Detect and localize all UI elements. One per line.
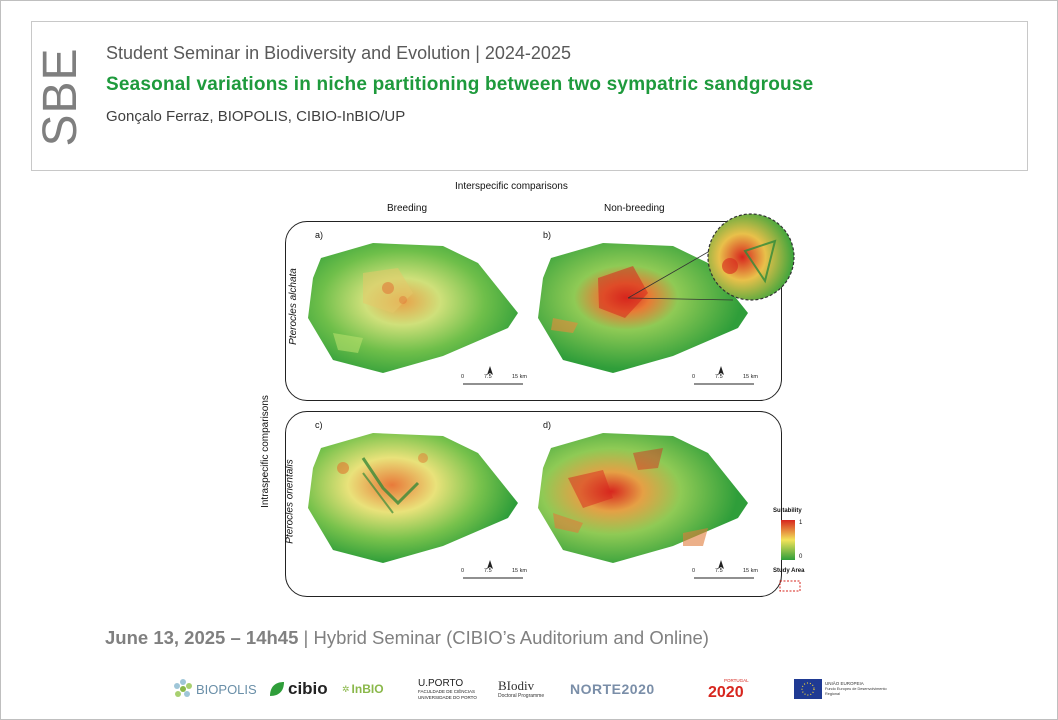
partner-logos: BIOPOLIS cibio ✲ InBIO U.PORTO FACULDADE… xyxy=(170,672,890,706)
sbe-logo-text: SBE xyxy=(34,47,87,147)
species-label-alchata: Pterocles alchata xyxy=(287,268,299,345)
scale-bar-c: 0 7.5 15 km xyxy=(460,560,530,582)
uporto-university-text: UNIVERSIDADE DO PORTO xyxy=(418,694,477,700)
legend-min: 0 xyxy=(799,554,803,560)
scale-a-zero: 0 xyxy=(461,374,465,380)
sbe-logo: SBE xyxy=(34,40,87,154)
inbio-logo-text: InBIO xyxy=(351,682,384,696)
biodiv-logo-text: BIodiv xyxy=(498,677,535,693)
talk-title: Seasonal variations in niche partitionin… xyxy=(106,74,814,95)
scale-bar-b: 0 7.5 15 km xyxy=(691,366,761,388)
event-separator: | xyxy=(303,627,309,648)
eu-flag-icon xyxy=(794,679,822,699)
scale-c-max: 15 km xyxy=(512,568,527,574)
biodiv-logo: BIodiv Doctoral Programme xyxy=(498,672,554,706)
zoom-inset-circle xyxy=(707,213,795,301)
panel-letter-d: d) xyxy=(543,420,552,430)
portugal2020-text: 2020 xyxy=(708,683,744,701)
panel-row-pterocles-orientalis xyxy=(285,411,782,597)
eu-title: UNIÃO EUROPEIA xyxy=(825,681,864,686)
scale-b-zero: 0 xyxy=(692,374,696,380)
biopolis-flower-icon xyxy=(174,679,192,697)
eu-fund-logo: UNIÃO EUROPEIA Fundo Europeu de Desenvol… xyxy=(794,672,890,706)
scale-a-max: 15 km xyxy=(512,374,527,380)
scale-c-zero: 0 xyxy=(461,568,465,574)
cibio-logo-text: cibio xyxy=(288,679,328,698)
inbio-dots-icon: ✲ xyxy=(342,683,350,694)
norte2020-logo: NORTE2020 xyxy=(570,672,682,706)
eu-subtitle: Fundo Europeu de Desenvolvimento Regiona… xyxy=(825,687,887,696)
scale-bar-d: 0 7.5 15 km xyxy=(691,560,761,582)
uporto-logo: U.PORTO FACULDADE DE CIÊNCIAS UNIVERSIDA… xyxy=(418,672,484,706)
cibio-leaf-icon xyxy=(270,682,284,696)
interspecific-title: Interspecific comparisons xyxy=(455,181,568,192)
norte2020-logo-text: NORTE2020 xyxy=(570,681,655,697)
biopolis-logo-text: BIOPOLIS xyxy=(196,681,257,697)
event-format: Hybrid Seminar (CIBIO’s Auditorium and O… xyxy=(313,627,709,648)
speaker-affiliation: Gonçalo Ferraz, BIOPOLIS, CIBIO-InBIO/UP xyxy=(106,108,406,125)
species-label-orientalis: Pterocles orientalis xyxy=(284,459,296,544)
scale-d-max: 15 km xyxy=(743,568,758,574)
panel-letter-c: c) xyxy=(315,420,323,430)
map-b-alchata-nonbreeding xyxy=(538,243,748,373)
scale-c-mid: 7.5 xyxy=(484,568,492,574)
scale-b-max: 15 km xyxy=(743,374,758,380)
scale-b-mid: 7.5 xyxy=(715,374,723,380)
scale-a-mid: 7.5 xyxy=(484,374,492,380)
uporto-faculty-text: FACULDADE DE CIÊNCIAS xyxy=(418,688,476,694)
inbio-logo: ✲ InBIO xyxy=(342,672,398,706)
intraspecific-axis-title: Intraspecific comparisons xyxy=(259,395,271,508)
scale-d-mid: 7.5 xyxy=(715,568,723,574)
scale-bar-a: 0 7.5 15 km xyxy=(460,366,530,388)
event-date: June 13, 2025 – 14h45 xyxy=(105,627,299,648)
panel-letter-a: a) xyxy=(315,230,324,240)
event-date-line: June 13, 2025 – 14h45 | Hybrid Seminar (… xyxy=(105,627,709,649)
biopolis-logo: BIOPOLIS xyxy=(172,672,262,706)
legend-max: 1 xyxy=(799,520,803,526)
column-label-breeding: Breeding xyxy=(387,203,428,214)
suitability-legend: Suitability 1 0 Study Area xyxy=(773,508,809,598)
portugal-label: PORTUGAL xyxy=(724,677,749,683)
scale-d-zero: 0 xyxy=(692,568,696,574)
legend-study-area-label: Study Area xyxy=(773,568,805,574)
panel-row-pterocles-alchata xyxy=(285,221,782,401)
cibio-logo: cibio xyxy=(268,672,334,706)
map-c-orientalis-breeding xyxy=(308,433,518,563)
column-label-nonbreeding: Non-breeding xyxy=(604,203,665,214)
panel-letter-b: b) xyxy=(543,230,552,240)
map-a-alchata-breeding xyxy=(308,243,518,373)
biodiv-subtitle: Doctoral Programme xyxy=(498,692,545,699)
uporto-logo-text: U.PORTO xyxy=(418,677,464,689)
portugal2020-logo: PORTUGAL 2020 xyxy=(706,672,770,706)
legend-title: Suitability xyxy=(773,508,802,514)
suitability-maps-figure: Interspecific comparisons Breeding Non-b… xyxy=(245,178,815,603)
header-box: SBE Student Seminar in Biodiversity and … xyxy=(31,21,1028,171)
map-d-orientalis-nonbreeding xyxy=(538,433,748,563)
seminar-series-title: Student Seminar in Biodiversity and Evol… xyxy=(106,43,571,63)
